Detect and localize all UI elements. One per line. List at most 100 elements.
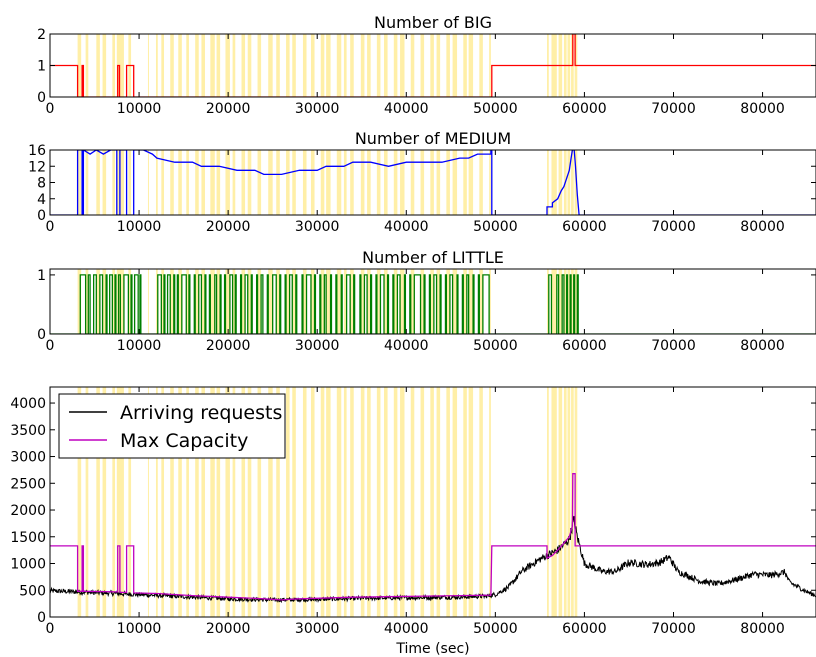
highlight-band [420, 387, 425, 617]
x-tick-label: 70000 [651, 101, 696, 117]
highlight-band [479, 34, 483, 97]
highlight-band [161, 150, 165, 215]
highlight-band [420, 269, 425, 334]
highlight-band [452, 269, 458, 334]
highlight-band [410, 269, 415, 334]
highlight-band [571, 150, 574, 215]
highlight-band [468, 269, 474, 334]
highlight-band [376, 34, 381, 97]
highlight-band [186, 150, 189, 215]
y-tick-label: 3000 [10, 450, 46, 466]
highlight-band [410, 387, 415, 617]
highlight-band [161, 269, 165, 334]
highlight-band [112, 150, 116, 215]
highlight-band [367, 269, 371, 334]
highlight-band [393, 34, 398, 97]
x-tick-label: 70000 [651, 338, 696, 354]
highlight-band [257, 150, 262, 215]
x-tick-label: 50000 [473, 621, 518, 637]
legend-box [58, 393, 286, 459]
y-tick-label: 1500 [10, 530, 46, 546]
x-tick-label: 0 [46, 219, 55, 235]
legend: Arriving requests Max Capacity [58, 393, 286, 459]
y-tick-label: 0 [37, 610, 46, 626]
highlight-band [96, 387, 100, 617]
y-tick-label: 4 [37, 192, 46, 208]
highlight-band [85, 387, 89, 617]
highlight-band [178, 269, 182, 334]
highlight-band [216, 150, 221, 215]
highlight-band [567, 269, 571, 334]
highlight-band [326, 269, 331, 334]
highlight-band [186, 269, 189, 334]
highlight-band [292, 150, 296, 215]
highlight-band [232, 269, 236, 334]
highlight-band [436, 387, 441, 617]
highlight-band [452, 387, 458, 617]
highlight-band [430, 150, 434, 215]
highlight-band [360, 387, 365, 617]
x-tick-label: 30000 [295, 219, 340, 235]
highlight-band [336, 150, 342, 215]
highlight-band [241, 387, 246, 617]
highlight-band [336, 34, 342, 97]
highlight-band [376, 269, 381, 334]
highlight-band [430, 34, 434, 97]
highlight-band [400, 150, 405, 215]
highlight-band [367, 150, 371, 215]
highlight-band [567, 150, 571, 215]
y-tick-label: 1000 [10, 557, 46, 573]
series-line-1 [50, 274, 816, 334]
highlight-band [128, 150, 132, 215]
highlight-band [393, 150, 398, 215]
highlight-band [232, 150, 236, 215]
highlight-band [201, 387, 205, 617]
x-tick-label: 40000 [384, 338, 429, 354]
highlight-band [563, 387, 567, 617]
highlight-band [479, 269, 483, 334]
highlight-band [446, 34, 450, 97]
highlight-band [155, 150, 158, 215]
highlight-band [326, 387, 331, 617]
highlight-band [446, 269, 450, 334]
x-tick-label: 40000 [384, 101, 429, 117]
highlight-band [489, 150, 491, 215]
highlight-band [320, 150, 325, 215]
highlight-band [201, 150, 205, 215]
legend-label: Max Capacity [120, 430, 248, 452]
highlight-band [116, 34, 124, 97]
highlight-band [410, 34, 415, 97]
y-tick-label: 500 [19, 583, 46, 599]
highlight-band [210, 269, 215, 334]
highlight-band [201, 34, 205, 97]
highlight-band [468, 34, 474, 97]
highlight-band [558, 269, 563, 334]
highlight-band [350, 387, 354, 617]
highlight-band [155, 269, 158, 334]
plot-frame [49, 386, 816, 618]
highlight-band [241, 269, 246, 334]
y-tick-label: 12 [28, 159, 46, 175]
highlight-band [276, 387, 280, 617]
highlight-band [436, 269, 441, 334]
highlight-band [384, 150, 388, 215]
highlight-band [463, 34, 467, 97]
highlight-band [563, 269, 567, 334]
x-axis-label: Time (sec) [395, 641, 469, 657]
highlight-band [384, 269, 388, 334]
highlight-band [147, 150, 149, 215]
highlight-band [102, 269, 107, 334]
highlight-band [336, 269, 342, 334]
highlight-band [430, 387, 434, 617]
highlight-band [210, 150, 215, 215]
highlight-band [292, 34, 296, 97]
highlight-band [320, 387, 325, 617]
highlight-band [257, 34, 262, 97]
highlight-band [195, 150, 199, 215]
highlight-band [170, 34, 174, 97]
highlight-band [376, 387, 381, 617]
x-tick-label: 30000 [295, 621, 340, 637]
highlight-band [350, 34, 354, 97]
highlight-band [201, 269, 205, 334]
highlight-band [195, 34, 199, 97]
